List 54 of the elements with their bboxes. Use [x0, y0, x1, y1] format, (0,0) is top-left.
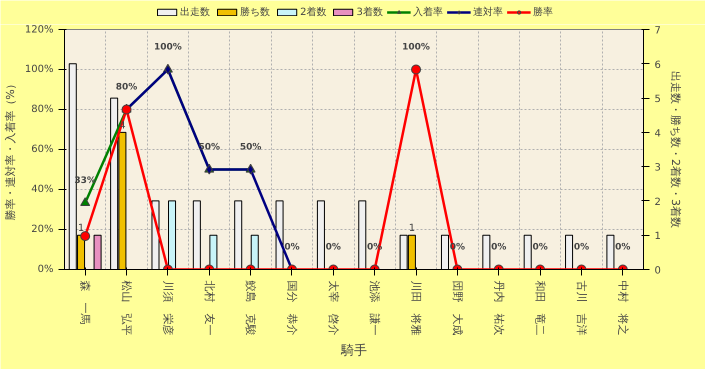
data-label: 0%	[532, 242, 548, 252]
legend-label: 連対率	[472, 6, 503, 19]
y-tick-label: 40%	[31, 184, 54, 195]
y2-tick-label: 3	[654, 162, 661, 174]
data-label: 1	[408, 223, 416, 234]
data-label: 1	[78, 223, 84, 234]
y2-tick-label: 2	[654, 196, 661, 208]
x-tick-label: 川須 栄彦	[161, 280, 174, 336]
x-tick-label: 森 一馬	[78, 280, 92, 324]
y-tick-label: 100%	[24, 64, 54, 75]
legend-label: 勝率	[532, 6, 553, 19]
y2-axis-title: 出走数・勝ち数・2着数・3着数	[668, 71, 682, 228]
y-axis-title: 勝率・連対率・入着率（%）	[4, 78, 17, 221]
data-label: 0%	[574, 242, 590, 252]
legend-label: 2着数	[300, 6, 326, 19]
y-tick-label: 20%	[31, 224, 54, 235]
y2-tick-label: 4	[654, 128, 661, 140]
y2-tick-label: 1	[654, 231, 661, 242]
x-axis-title: 騎手	[340, 344, 367, 358]
data-label: 50%	[240, 142, 262, 152]
data-label: 80%	[116, 82, 138, 92]
x-tick-label: 団野 大成	[450, 280, 464, 336]
legend-label: 3着数	[356, 6, 383, 19]
x-tick-label: 北村 友一	[202, 280, 216, 336]
x-tick-label: 池添 謙一	[368, 280, 382, 336]
legend-label: 入着率	[412, 6, 443, 19]
point	[411, 64, 422, 74]
x-tick-label: 松山 弘平	[120, 280, 134, 336]
x-tick-label: 鮫島 克駿	[244, 280, 258, 336]
x-tick-label: 川田 将雅	[410, 280, 423, 336]
legend-label: 勝ち数	[240, 6, 270, 19]
data-label: 4	[119, 120, 126, 132]
y-tick-label: 0%	[38, 264, 54, 275]
data-label: 0%	[615, 242, 630, 252]
point	[80, 197, 90, 206]
y-tick-label: 60%	[31, 144, 54, 155]
data-label: 100%	[402, 42, 430, 52]
x-tick-label: 丹内 祐次	[492, 280, 506, 336]
data-label: 0%	[326, 242, 341, 252]
x-tick-label: 太宰 啓介	[326, 280, 340, 336]
legend-label: 出走数	[180, 6, 210, 19]
y-tick-label: 120%	[24, 24, 54, 36]
x-tick-label: 和田 竜二	[534, 280, 547, 336]
y2-tick-label: 0	[654, 266, 661, 276]
x-tick-label: 古川 吉洋	[574, 280, 588, 336]
y2-tick-label: 7	[654, 26, 661, 36]
data-label: 0%	[284, 242, 300, 252]
y2-tick-label: 6	[654, 60, 661, 71]
data-label: 0%	[491, 242, 506, 252]
y2-tick-label: 5	[654, 94, 661, 106]
x-tick-label: 国分 恭介	[285, 280, 298, 336]
x-tick-label: 中村 将之	[616, 280, 630, 336]
y-tick-label: 80%	[31, 104, 54, 115]
data-label: 100%	[154, 42, 182, 52]
